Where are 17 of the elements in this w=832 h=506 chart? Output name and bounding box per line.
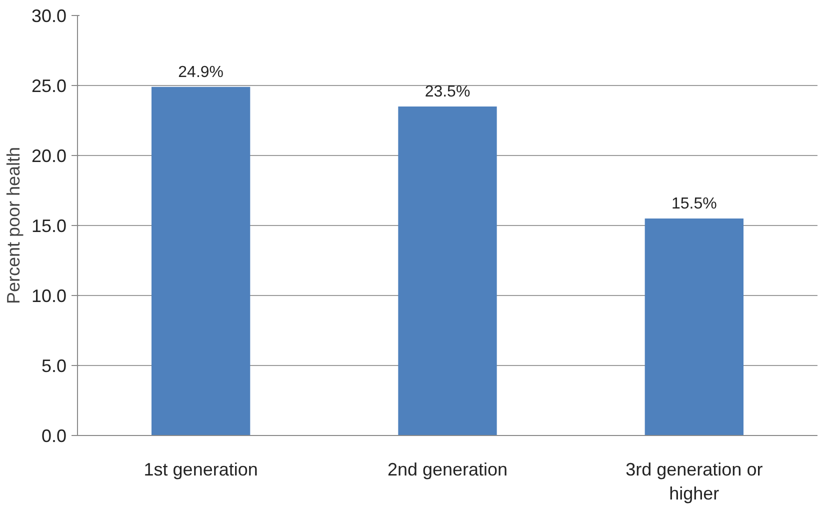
y-tick-label: 20.0 <box>31 146 67 166</box>
y-tick-label: 0.0 <box>41 426 67 446</box>
data-label: 24.9% <box>178 64 224 81</box>
y-tick-label: 25.0 <box>31 76 67 96</box>
y-tick-label: 10.0 <box>31 286 67 306</box>
y-axis-title: Percent poor health <box>3 146 24 304</box>
bar <box>152 86 250 436</box>
bar <box>644 218 744 436</box>
x-tick-label: 3rd generation or higher <box>626 460 763 504</box>
y-tick-label: 30.0 <box>31 6 67 26</box>
bar <box>398 106 497 436</box>
x-tick-label: 1st generation <box>144 460 258 480</box>
data-label: 23.5% <box>424 84 470 100</box>
y-tick-label: 15.0 <box>31 216 67 236</box>
y-tick-label: 5.0 <box>41 356 67 376</box>
data-label: 15.5% <box>671 196 717 212</box>
x-tick-label: 2nd generation <box>387 460 508 480</box>
